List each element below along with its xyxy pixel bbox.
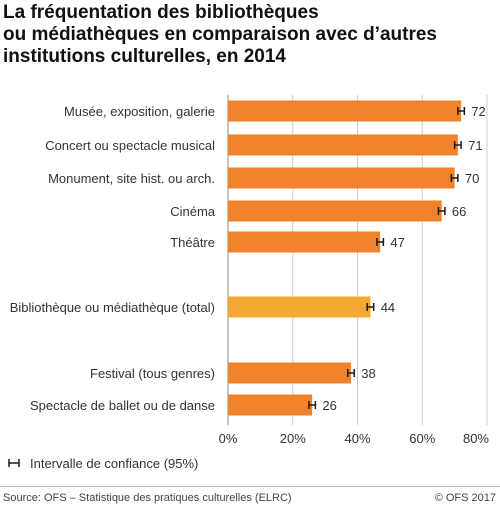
bar xyxy=(228,231,381,253)
footer-divider xyxy=(0,486,500,487)
error-bar xyxy=(457,107,466,115)
bar xyxy=(228,200,442,222)
x-tick-label: 0% xyxy=(219,431,238,446)
bars: 72 71 70 66 47 44 38 26 xyxy=(228,100,486,416)
copyright-note: © OFS 2017 xyxy=(434,492,496,504)
category-label: Théâtre xyxy=(170,235,215,250)
data-label: 38 xyxy=(361,366,375,381)
error-bar xyxy=(450,174,459,182)
data-label: 26 xyxy=(322,398,336,413)
error-bar xyxy=(308,401,317,409)
error-bar xyxy=(366,303,375,311)
data-label: 71 xyxy=(468,138,482,153)
bar-chart: 72 71 70 66 47 44 38 26 Musée, exposition, gale… xyxy=(8,95,490,471)
chart-title-line: institutions culturelles, en 2014 xyxy=(3,46,286,67)
bar xyxy=(228,167,455,189)
category-label: Musée, exposition, galerie xyxy=(64,104,215,119)
category-label: Cinéma xyxy=(170,204,216,219)
category-label: Concert ou spectacle musical xyxy=(45,138,215,153)
bar xyxy=(228,100,462,122)
data-label: 47 xyxy=(390,235,404,250)
legend-error-bar-icon xyxy=(8,459,20,467)
error-bar xyxy=(437,207,446,215)
category-labels: Musée, exposition, galerie Concert ou spe… xyxy=(10,104,216,413)
data-label: 66 xyxy=(452,204,466,219)
bar xyxy=(228,394,313,416)
category-label: Spectacle de ballet ou de danse xyxy=(30,398,215,413)
chart-title-line: ou médiathèques en comparaison avec d’au… xyxy=(3,24,437,45)
x-tick-label: 60% xyxy=(409,431,435,446)
category-label: Festival (tous genres) xyxy=(90,366,215,381)
bar xyxy=(228,362,352,384)
x-tick-label: 40% xyxy=(344,431,370,446)
error-bar xyxy=(453,141,462,149)
category-label: Bibliothèque ou médiathèque (total) xyxy=(10,300,215,315)
x-tick-label: 20% xyxy=(280,431,306,446)
legend: Intervalle de confiance (95%) xyxy=(8,456,198,471)
data-label: 70 xyxy=(465,171,479,186)
bar xyxy=(228,296,371,318)
source-note: Source: OFS – Statistique des pratiques … xyxy=(3,492,292,504)
data-label: 72 xyxy=(471,104,485,119)
chart-title-line: La fréquentation des bibliothèques xyxy=(3,2,319,23)
error-bar xyxy=(347,369,356,377)
bar xyxy=(228,134,458,156)
x-tick-label: 80% xyxy=(463,431,489,446)
x-axis-ticks: 0% 20% 40% 60% 80% xyxy=(219,431,490,446)
legend-label: Intervalle de confiance (95%) xyxy=(30,456,198,471)
data-label: 44 xyxy=(381,300,395,315)
chart-title: La fréquentation des bibliothèques ou mé… xyxy=(3,2,497,68)
category-label: Monument, site hist. ou arch. xyxy=(48,171,215,186)
error-bar xyxy=(376,238,385,246)
